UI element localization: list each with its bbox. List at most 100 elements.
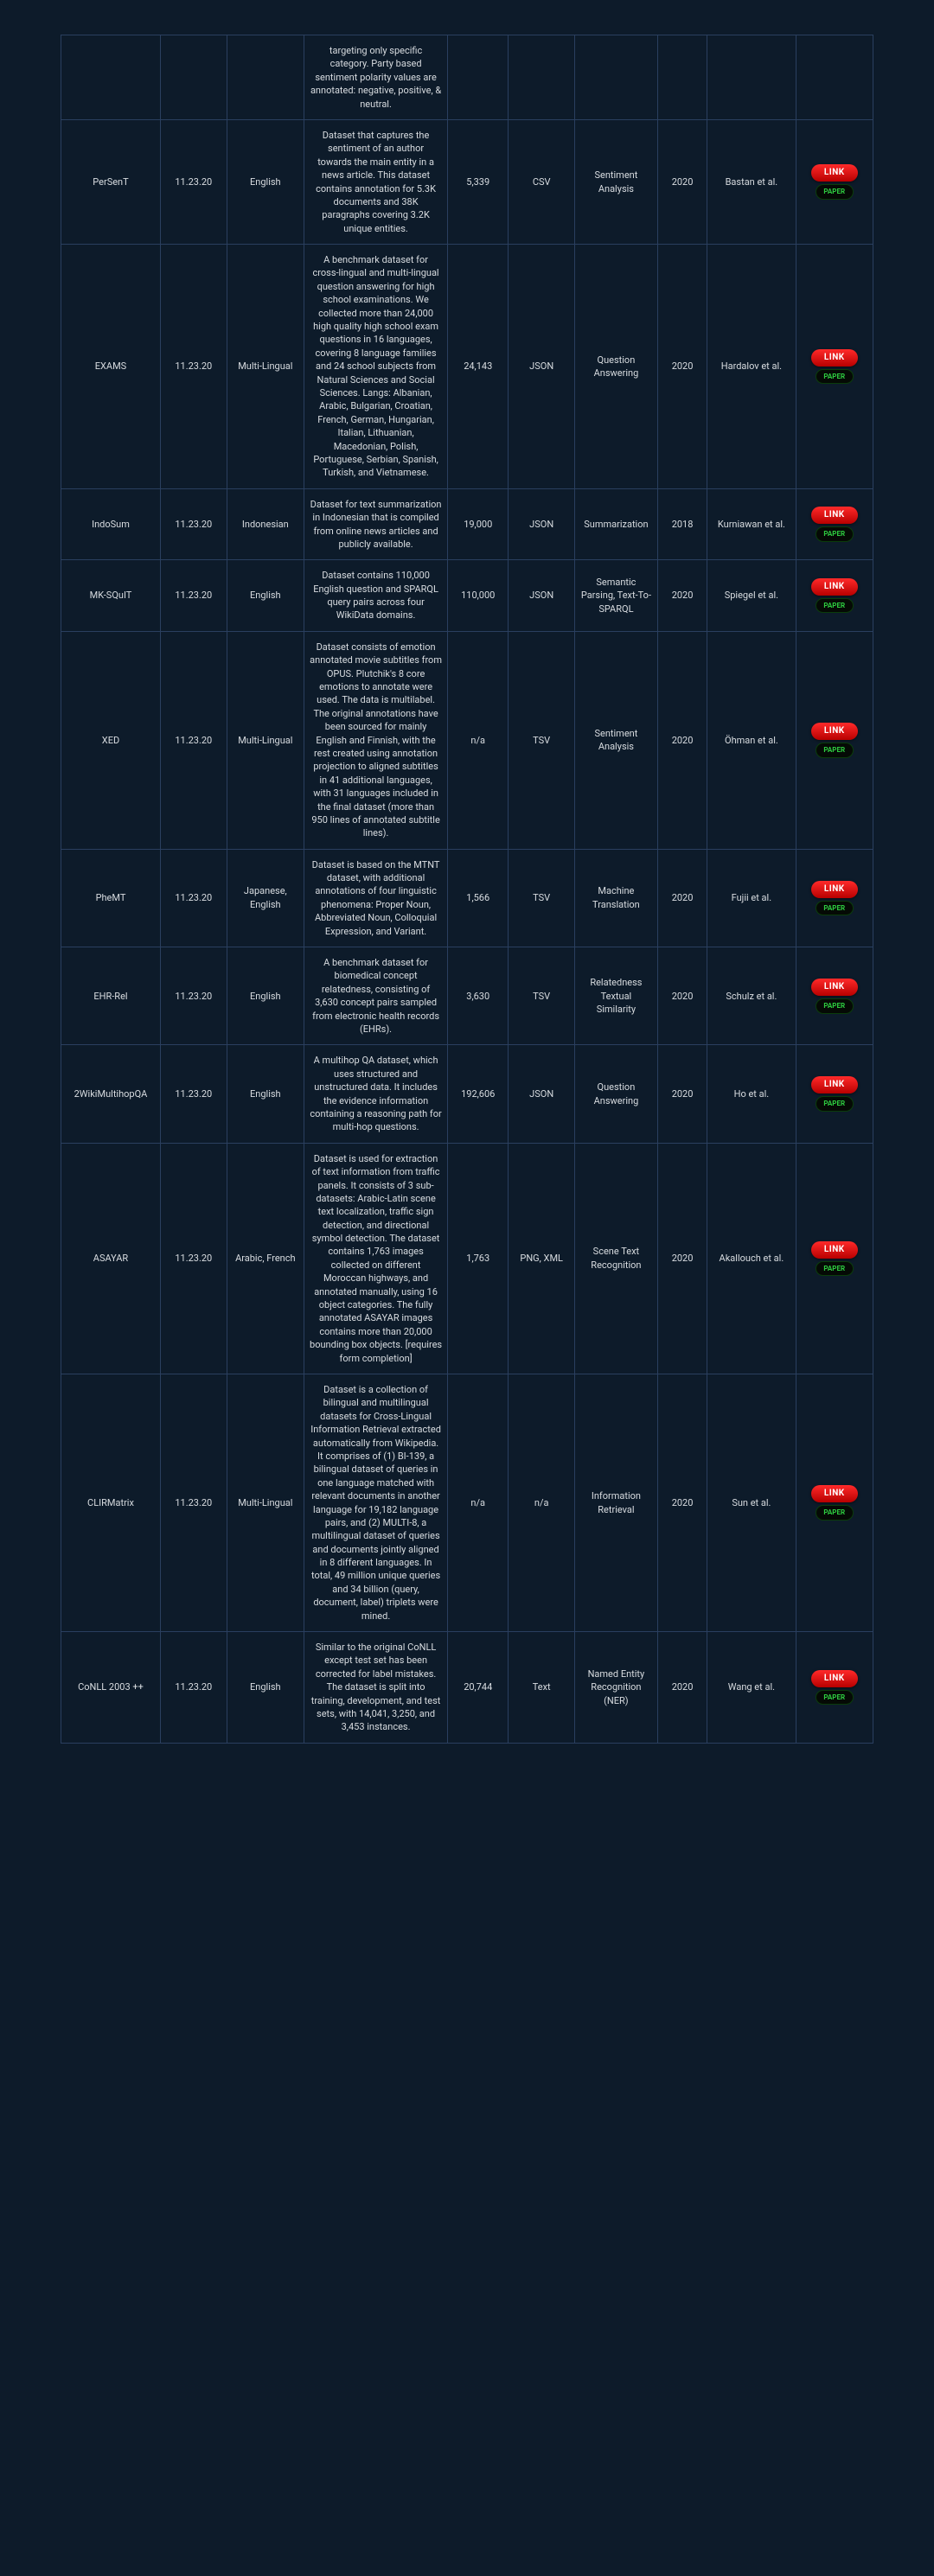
dataset-name: IndoSum [61, 488, 161, 560]
dataset-author [707, 35, 796, 120]
dataset-name: EHR-Rel [61, 947, 161, 1045]
dataset-description: Dataset consists of emotion annotated mo… [304, 631, 448, 849]
dataset-format [509, 35, 575, 120]
table-row: EHR-Rel11.23.20EnglishA benchmark datase… [61, 947, 873, 1045]
paper-button[interactable]: PAPER [816, 743, 854, 758]
paper-button[interactable]: PAPER [816, 369, 854, 385]
dataset-language: Multi-Lingual [227, 245, 304, 489]
dataset-year: 2020 [657, 631, 707, 849]
table-row: 2WikiMultihopQA11.23.20EnglishA multihop… [61, 1045, 873, 1143]
dataset-year: 2020 [657, 947, 707, 1045]
dataset-description: targeting only specific category. Party … [304, 35, 448, 120]
table-row: EXAMS11.23.20Multi-LingualA benchmark da… [61, 245, 873, 489]
dataset-date: 11.23.20 [160, 119, 227, 244]
dataset-name: CoNLL 2003 ++ [61, 1632, 161, 1744]
dataset-year: 2020 [657, 1045, 707, 1143]
dataset-task: Sentiment Analysis [575, 631, 658, 849]
dataset-description: Dataset is based on the MTNT dataset, wi… [304, 849, 448, 947]
dataset-description: Dataset for text summarization in Indone… [304, 488, 448, 560]
dataset-year: 2020 [657, 560, 707, 632]
dataset-name: ASAYAR [61, 1143, 161, 1374]
dataset-language [227, 35, 304, 120]
dataset-size: n/a [448, 631, 509, 849]
paper-button[interactable]: PAPER [816, 998, 854, 1014]
dataset-format: JSON [509, 560, 575, 632]
table-row: MK-SQuIT11.23.20EnglishDataset contains … [61, 560, 873, 632]
dataset-task: Scene Text Recognition [575, 1143, 658, 1374]
dataset-year: 2020 [657, 849, 707, 947]
dataset-format: n/a [509, 1374, 575, 1631]
dataset-description: A benchmark dataset for cross-lingual an… [304, 245, 448, 489]
dataset-size [448, 35, 509, 120]
link-button[interactable]: LINK [811, 164, 858, 182]
link-button[interactable]: LINK [811, 578, 858, 596]
dataset-links: LINK PAPER [796, 1045, 873, 1143]
dataset-links: LINK PAPER [796, 1632, 873, 1744]
link-button[interactable]: LINK [811, 1241, 858, 1259]
dataset-format: JSON [509, 488, 575, 560]
table-row: PheMT11.23.20Japanese, EnglishDataset is… [61, 849, 873, 947]
dataset-date: 11.23.20 [160, 631, 227, 849]
dataset-task: Information Retrieval [575, 1374, 658, 1631]
dataset-date: 11.23.20 [160, 1374, 227, 1631]
dataset-format: Text [509, 1632, 575, 1744]
dataset-year: 2020 [657, 1374, 707, 1631]
dataset-format: TSV [509, 849, 575, 947]
paper-button[interactable]: PAPER [816, 184, 854, 200]
dataset-language: Japanese, English [227, 849, 304, 947]
table-row: targeting only specific category. Party … [61, 35, 873, 120]
link-button[interactable]: LINK [811, 1485, 858, 1502]
dataset-size: n/a [448, 1374, 509, 1631]
dataset-description: A benchmark dataset for biomedical conce… [304, 947, 448, 1045]
dataset-author: Schulz et al. [707, 947, 796, 1045]
link-button[interactable]: LINK [811, 349, 858, 367]
link-button[interactable]: LINK [811, 881, 858, 898]
dataset-format: CSV [509, 119, 575, 244]
dataset-size: 192,606 [448, 1045, 509, 1143]
dataset-task: Relatedness Textual Similarity [575, 947, 658, 1045]
paper-button[interactable]: PAPER [816, 901, 854, 916]
dataset-year: 2020 [657, 1143, 707, 1374]
paper-button[interactable]: PAPER [816, 1505, 854, 1521]
dataset-links: LINK PAPER [796, 119, 873, 244]
table-row: CLIRMatrix11.23.20Multi-LingualDataset i… [61, 1374, 873, 1631]
table-row: PerSenT11.23.20EnglishDataset that captu… [61, 119, 873, 244]
link-button[interactable]: LINK [811, 507, 858, 524]
dataset-description: Similar to the original CoNLL except tes… [304, 1632, 448, 1744]
paper-button[interactable]: PAPER [816, 526, 854, 542]
dataset-language: Arabic, French [227, 1143, 304, 1374]
dataset-name: PheMT [61, 849, 161, 947]
dataset-author: Akallouch et al. [707, 1143, 796, 1374]
dataset-links: LINK PAPER [796, 849, 873, 947]
dataset-year: 2018 [657, 488, 707, 560]
dataset-language: English [227, 560, 304, 632]
dataset-author: Bastan et al. [707, 119, 796, 244]
dataset-author: Öhman et al. [707, 631, 796, 849]
paper-button[interactable]: PAPER [816, 1690, 854, 1706]
dataset-description: A multihop QA dataset, which uses struct… [304, 1045, 448, 1143]
link-button[interactable]: LINK [811, 1076, 858, 1094]
paper-button[interactable]: PAPER [816, 1261, 854, 1277]
dataset-task: Summarization [575, 488, 658, 560]
paper-button[interactable]: PAPER [816, 1096, 854, 1112]
link-button[interactable]: LINK [811, 979, 858, 996]
link-button[interactable]: LINK [811, 723, 858, 740]
dataset-links: LINK PAPER [796, 1143, 873, 1374]
dataset-task: Semantic Parsing, Text-To-SPARQL [575, 560, 658, 632]
dataset-size: 20,744 [448, 1632, 509, 1744]
dataset-task: Question Answering [575, 1045, 658, 1143]
link-button[interactable]: LINK [811, 1670, 858, 1687]
dataset-date: 11.23.20 [160, 1143, 227, 1374]
dataset-date: 11.23.20 [160, 1632, 227, 1744]
dataset-task: Sentiment Analysis [575, 119, 658, 244]
dataset-description: Dataset is used for extraction of text i… [304, 1143, 448, 1374]
dataset-size: 3,630 [448, 947, 509, 1045]
dataset-task: Question Answering [575, 245, 658, 489]
dataset-name: EXAMS [61, 245, 161, 489]
paper-button[interactable]: PAPER [816, 598, 854, 614]
dataset-description: Dataset contains 110,000 English questio… [304, 560, 448, 632]
dataset-links [796, 35, 873, 120]
dataset-date: 11.23.20 [160, 849, 227, 947]
dataset-format: TSV [509, 631, 575, 849]
dataset-size: 5,339 [448, 119, 509, 244]
